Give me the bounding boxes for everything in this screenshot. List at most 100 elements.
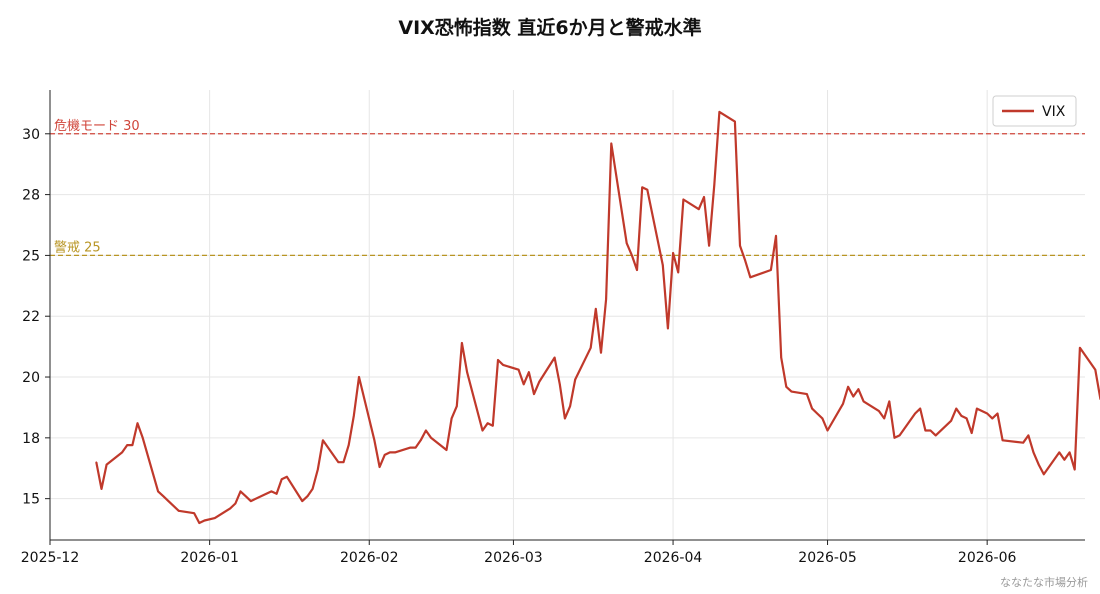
- data-point: [976, 407, 978, 410]
- data-point: [502, 364, 504, 366]
- data-point: [1037, 463, 1040, 466]
- data-point: [280, 478, 283, 481]
- data-point: [919, 407, 921, 410]
- data-point: [770, 269, 772, 271]
- axes: [49, 90, 1085, 541]
- y-tick-label: 30: [22, 127, 40, 143]
- data-point: [600, 351, 602, 354]
- data-point: [677, 271, 679, 274]
- y-tick-label: 18: [22, 431, 40, 447]
- data-point: [286, 476, 288, 478]
- data-point: [461, 342, 463, 344]
- data-point: [239, 490, 242, 493]
- data-point: [193, 512, 195, 514]
- data-point: [126, 444, 128, 446]
- data-point: [625, 242, 628, 244]
- data-point: [1094, 368, 1097, 371]
- data-point: [100, 488, 103, 490]
- data-point: [306, 495, 309, 498]
- data-point: [270, 490, 273, 493]
- reference-line-label: 警戒 25: [54, 239, 101, 255]
- data-point: [121, 451, 123, 454]
- data-point: [378, 466, 381, 468]
- data-point: [538, 381, 540, 383]
- legend: VIX: [992, 95, 1077, 127]
- y-tick-label: 22: [22, 309, 40, 325]
- y-tick-label: 25: [22, 248, 40, 264]
- data-point: [667, 327, 669, 330]
- data-point: [353, 415, 355, 417]
- data-point: [409, 446, 412, 449]
- data-point: [718, 111, 721, 113]
- data-point: [445, 449, 448, 451]
- data-point: [785, 386, 788, 388]
- data-point: [698, 208, 700, 210]
- data-point: [934, 434, 937, 437]
- data-point: [167, 500, 170, 502]
- y-tick-label: 28: [22, 188, 40, 204]
- data-point: [646, 188, 649, 191]
- data-point: [641, 186, 643, 189]
- data-point: [857, 388, 860, 391]
- reference-line-label: 危機モード 30: [54, 119, 140, 134]
- data-point: [198, 522, 201, 524]
- data-point: [162, 495, 165, 498]
- data-point: [996, 412, 999, 415]
- x-tick-label: 2026-06: [958, 550, 1017, 566]
- data-point: [522, 383, 525, 386]
- data-point: [131, 444, 134, 446]
- data-point: [1027, 434, 1030, 437]
- data-point: [250, 500, 252, 502]
- data-point: [1022, 441, 1024, 444]
- data-point: [816, 412, 818, 415]
- data-point: [775, 235, 777, 237]
- data-point: [821, 417, 824, 420]
- data-point: [806, 393, 808, 395]
- x-tick-label: 2026-03: [484, 550, 543, 566]
- data-point: [1058, 451, 1061, 454]
- data-point: [419, 439, 422, 442]
- data-point: [136, 422, 139, 425]
- data-point: [847, 386, 849, 388]
- data-point: [358, 376, 360, 378]
- data-point: [929, 429, 932, 432]
- data-point: [826, 429, 829, 432]
- data-point: [456, 405, 458, 408]
- data-point: [141, 437, 144, 439]
- data-point: [970, 432, 973, 434]
- data-point: [636, 269, 638, 271]
- data-point: [275, 493, 278, 495]
- data-point: [780, 356, 782, 359]
- data-point: [317, 468, 319, 471]
- data-point: [1079, 347, 1081, 349]
- data-point: [244, 495, 247, 498]
- data-point: [744, 259, 746, 262]
- data-point: [301, 500, 304, 502]
- data-point: [1032, 451, 1035, 454]
- data-point: [713, 184, 716, 186]
- data-point: [1073, 468, 1076, 471]
- data-point: [383, 454, 386, 456]
- data-point: [492, 424, 494, 427]
- data-point: [157, 490, 159, 493]
- legend-box: [992, 95, 1077, 127]
- x-tick-label: 2026-02: [340, 550, 399, 566]
- x-tick-label: 2026-04: [644, 550, 703, 566]
- data-point: [595, 308, 597, 310]
- data-point: [682, 198, 685, 201]
- series-line-vix: [95, 110, 1100, 525]
- data-point: [177, 510, 180, 512]
- data-point: [811, 407, 813, 410]
- data-point: [574, 378, 576, 381]
- x-tick-label: 2026-05: [798, 550, 857, 566]
- chart-title: VIX恐怖指数 直近6か月と警戒水準: [398, 16, 701, 39]
- data-point: [373, 439, 376, 442]
- data-point: [265, 493, 268, 495]
- data-point: [497, 359, 499, 361]
- series: [95, 110, 1100, 525]
- data-point: [389, 451, 391, 454]
- data-point: [414, 446, 417, 449]
- data-point: [852, 395, 855, 398]
- data-point: [605, 298, 607, 301]
